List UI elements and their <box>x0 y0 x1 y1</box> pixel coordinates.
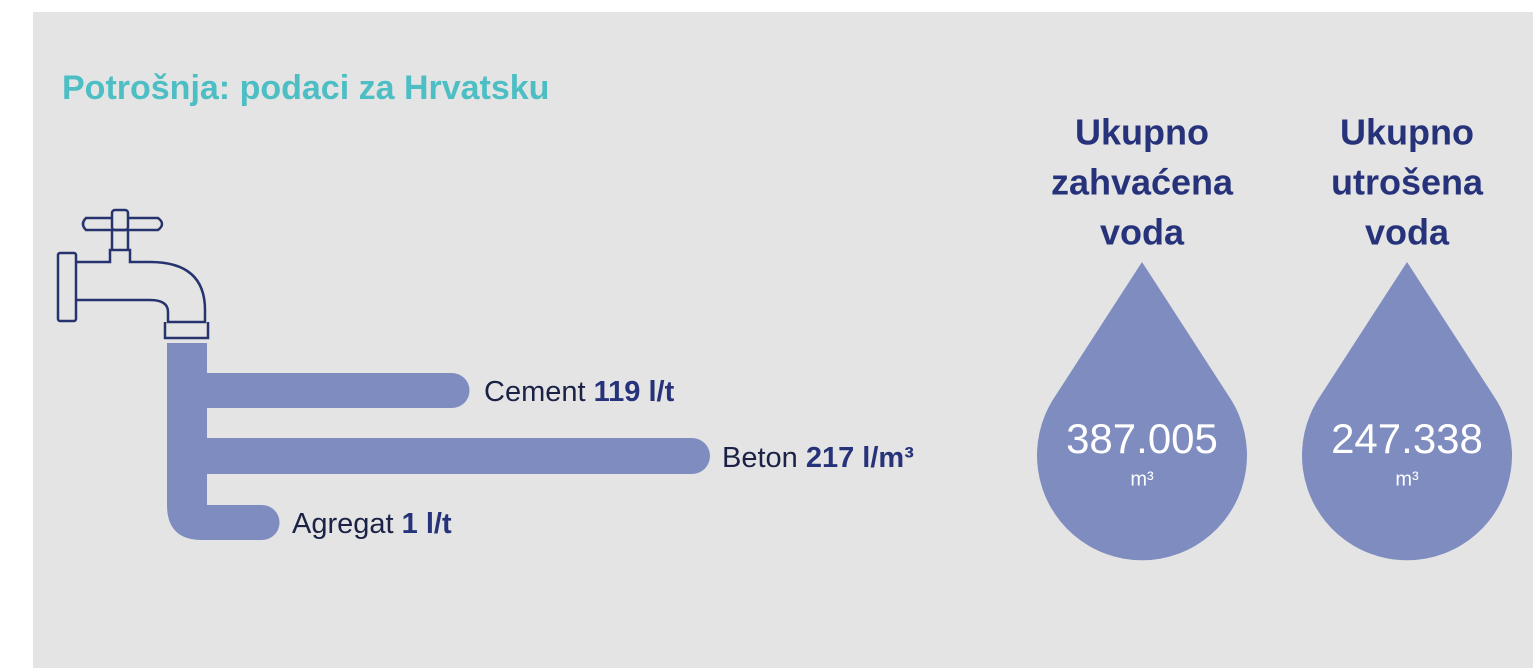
text: Beton <box>722 442 798 474</box>
drop-value: 247.338 <box>1331 415 1483 462</box>
drop-heading: zahvaćena <box>1051 162 1234 203</box>
pipe-label: Cement 119 l/t <box>484 376 675 408</box>
drop-unit: m³ <box>1395 468 1419 490</box>
drop-group: Ukupno utrošena voda 247.338 m³ <box>1302 112 1512 561</box>
drop <box>1302 262 1512 561</box>
drop-heading: voda <box>1365 212 1450 253</box>
pipe-label: Beton 217 l/m³ <box>722 442 914 474</box>
drop-heading: Ukupno <box>1340 112 1474 153</box>
text: Cement <box>484 376 586 408</box>
faucet-icon <box>56 208 210 340</box>
drop-value: 387.005 <box>1066 415 1218 462</box>
drop-unit: m³ <box>1130 468 1154 490</box>
text: 119 l/t <box>594 376 675 408</box>
drop-heading: Ukupno <box>1075 112 1209 153</box>
pipe-label: Agregat 1 l/t <box>292 508 452 540</box>
drop-heading: utrošena <box>1331 162 1484 203</box>
drop <box>1037 262 1247 561</box>
title: Potrošnja: podaci za Hrvatsku <box>62 69 549 107</box>
text: Agregat <box>292 508 394 540</box>
drop-heading: voda <box>1100 212 1185 253</box>
text: 217 l/m³ <box>806 442 914 474</box>
pipes <box>167 343 710 540</box>
drop-group: Ukupno zahvaćena voda 387.005 m³ <box>1037 112 1247 561</box>
text: 1 l/t <box>402 508 452 540</box>
panel <box>33 12 1533 668</box>
